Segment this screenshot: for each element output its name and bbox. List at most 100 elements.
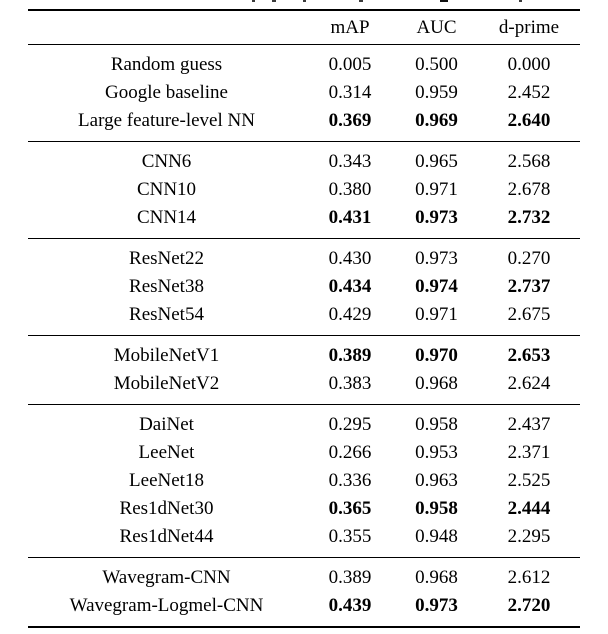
cell-auc: 0.958: [415, 498, 458, 519]
cell-dprime: 2.675: [507, 304, 551, 325]
table-row: ResNet38 0.434 0.974 2.737: [28, 273, 580, 301]
cell-dprime: 2.452: [507, 82, 551, 103]
cell-auc: 0.973: [415, 595, 458, 616]
table-row: Wavegram-Logmel-CNN 0.439 0.973 2.720: [28, 592, 580, 620]
cell-map: 0.266: [328, 442, 372, 463]
clipped-caption-fragment: [519, 0, 522, 2]
cell-map: 0.336: [328, 470, 372, 491]
cell-dprime: 2.444: [507, 498, 551, 519]
cell-dprime: 2.525: [507, 470, 551, 491]
cell-dprime: 2.732: [507, 207, 551, 228]
cell-map: 0.005: [328, 54, 372, 75]
cell-map: 0.434: [328, 276, 372, 297]
column-header-dprime: d-prime: [498, 16, 560, 38]
table-section-baselines: Random guess 0.005 0.500 0.000 Google ba…: [28, 45, 580, 142]
cell-dprime: 0.270: [507, 248, 551, 269]
cell-map: 0.355: [328, 526, 372, 547]
table-section-resnet: ResNet22 0.430 0.973 0.270 ResNet38 0.43…: [28, 239, 580, 336]
table-row: ResNet54 0.429 0.971 2.675: [28, 301, 580, 329]
row-label: CNN6: [141, 151, 192, 172]
table-section-cnn: CNN6 0.343 0.965 2.568 CNN10 0.380 0.971…: [28, 142, 580, 239]
cell-dprime: 2.737: [507, 276, 551, 297]
table-row: Wavegram-CNN 0.389 0.968 2.612: [28, 564, 580, 592]
table-section-mobilenet: MobileNetV1 0.389 0.970 2.653 MobileNetV…: [28, 336, 580, 405]
cell-map: 0.295: [328, 414, 372, 435]
cell-map: 0.369: [328, 110, 372, 131]
cell-dprime: 2.612: [507, 567, 551, 588]
cell-auc: 0.953: [415, 442, 458, 463]
clipped-caption-fragment: [359, 0, 363, 2]
cell-auc: 0.948: [415, 526, 458, 547]
cell-dprime: 2.437: [507, 414, 551, 435]
row-label: Random guess: [110, 54, 223, 75]
row-label: MobileNetV2: [113, 373, 220, 394]
table-row: ResNet22 0.430 0.973 0.270: [28, 245, 580, 273]
cell-map: 0.430: [328, 248, 372, 269]
table-row: MobileNetV2 0.383 0.968 2.624: [28, 370, 580, 398]
cell-auc: 0.965: [415, 151, 458, 172]
cell-map: 0.314: [328, 82, 372, 103]
clipped-caption-fragment: [440, 0, 448, 2]
table-row: CNN10 0.380 0.971 2.678: [28, 176, 580, 204]
row-label: LeeNet18: [129, 470, 204, 491]
cell-dprime: 2.295: [507, 526, 551, 547]
table-row: Large feature-level NN 0.369 0.969 2.640: [28, 107, 580, 135]
cell-auc: 0.959: [415, 82, 458, 103]
clipped-caption-fragment: [252, 0, 255, 2]
cell-auc: 0.971: [415, 179, 458, 200]
cell-auc: 0.973: [415, 207, 458, 228]
cell-map: 0.383: [328, 373, 372, 394]
row-label: Wavegram-CNN: [102, 567, 231, 588]
row-label: Large feature-level NN: [78, 110, 255, 131]
row-label: DaiNet: [139, 414, 194, 435]
cell-map: 0.365: [328, 498, 372, 519]
column-header-map: mAP: [330, 16, 370, 38]
cell-dprime: 0.000: [507, 54, 551, 75]
table-top-rule: [28, 9, 580, 11]
row-label: CNN10: [136, 179, 197, 200]
row-label: MobileNetV1: [113, 345, 220, 366]
cell-dprime: 2.371: [507, 442, 551, 463]
cell-auc: 0.970: [415, 345, 458, 366]
table-row: LeeNet 0.266 0.953 2.371: [28, 439, 580, 467]
row-label: ResNet22: [129, 248, 204, 269]
cell-map: 0.439: [328, 595, 372, 616]
row-label: Res1dNet30: [119, 498, 214, 519]
column-header-auc: AUC: [416, 16, 457, 38]
table-section-1dcnn: DaiNet 0.295 0.958 2.437 LeeNet 0.266 0.…: [28, 405, 580, 558]
cell-auc: 0.971: [415, 304, 458, 325]
cell-dprime: 2.678: [507, 179, 551, 200]
row-label: CNN14: [136, 207, 197, 228]
table-row: DaiNet 0.295 0.958 2.437: [28, 411, 580, 439]
table-row: CNN14 0.431 0.973 2.732: [28, 204, 580, 232]
table-row: Res1dNet44 0.355 0.948 2.295: [28, 523, 580, 551]
cell-map: 0.389: [328, 345, 372, 366]
table-row: Random guess 0.005 0.500 0.000: [28, 51, 580, 79]
cell-auc: 0.973: [415, 248, 458, 269]
cell-auc: 0.974: [415, 276, 458, 297]
cell-map: 0.429: [328, 304, 372, 325]
row-label: Res1dNet44: [119, 526, 214, 547]
table-section-wavegram: Wavegram-CNN 0.389 0.968 2.612 Wavegram-…: [28, 558, 580, 626]
cell-auc: 0.958: [415, 414, 458, 435]
cell-map: 0.343: [328, 151, 372, 172]
table-row: MobileNetV1 0.389 0.970 2.653: [28, 342, 580, 370]
cell-map: 0.380: [328, 179, 372, 200]
row-label: LeeNet: [138, 442, 195, 463]
row-label: Wavegram-Logmel-CNN: [69, 595, 264, 616]
table-row: Res1dNet30 0.365 0.958 2.444: [28, 495, 580, 523]
cell-map: 0.389: [328, 567, 372, 588]
table-bottom-rule: [28, 626, 580, 628]
cell-auc: 0.968: [415, 567, 458, 588]
table-row: Google baseline 0.314 0.959 2.452: [28, 79, 580, 107]
cell-auc: 0.968: [415, 373, 458, 394]
cell-dprime: 2.720: [507, 595, 551, 616]
cell-dprime: 2.653: [507, 345, 551, 366]
table-row: CNN6 0.343 0.965 2.568: [28, 148, 580, 176]
row-label: ResNet38: [129, 276, 204, 297]
row-label: Google baseline: [105, 82, 228, 103]
cell-auc: 0.963: [415, 470, 458, 491]
table-row: LeeNet18 0.336 0.963 2.525: [28, 467, 580, 495]
cell-auc: 0.969: [415, 110, 458, 131]
